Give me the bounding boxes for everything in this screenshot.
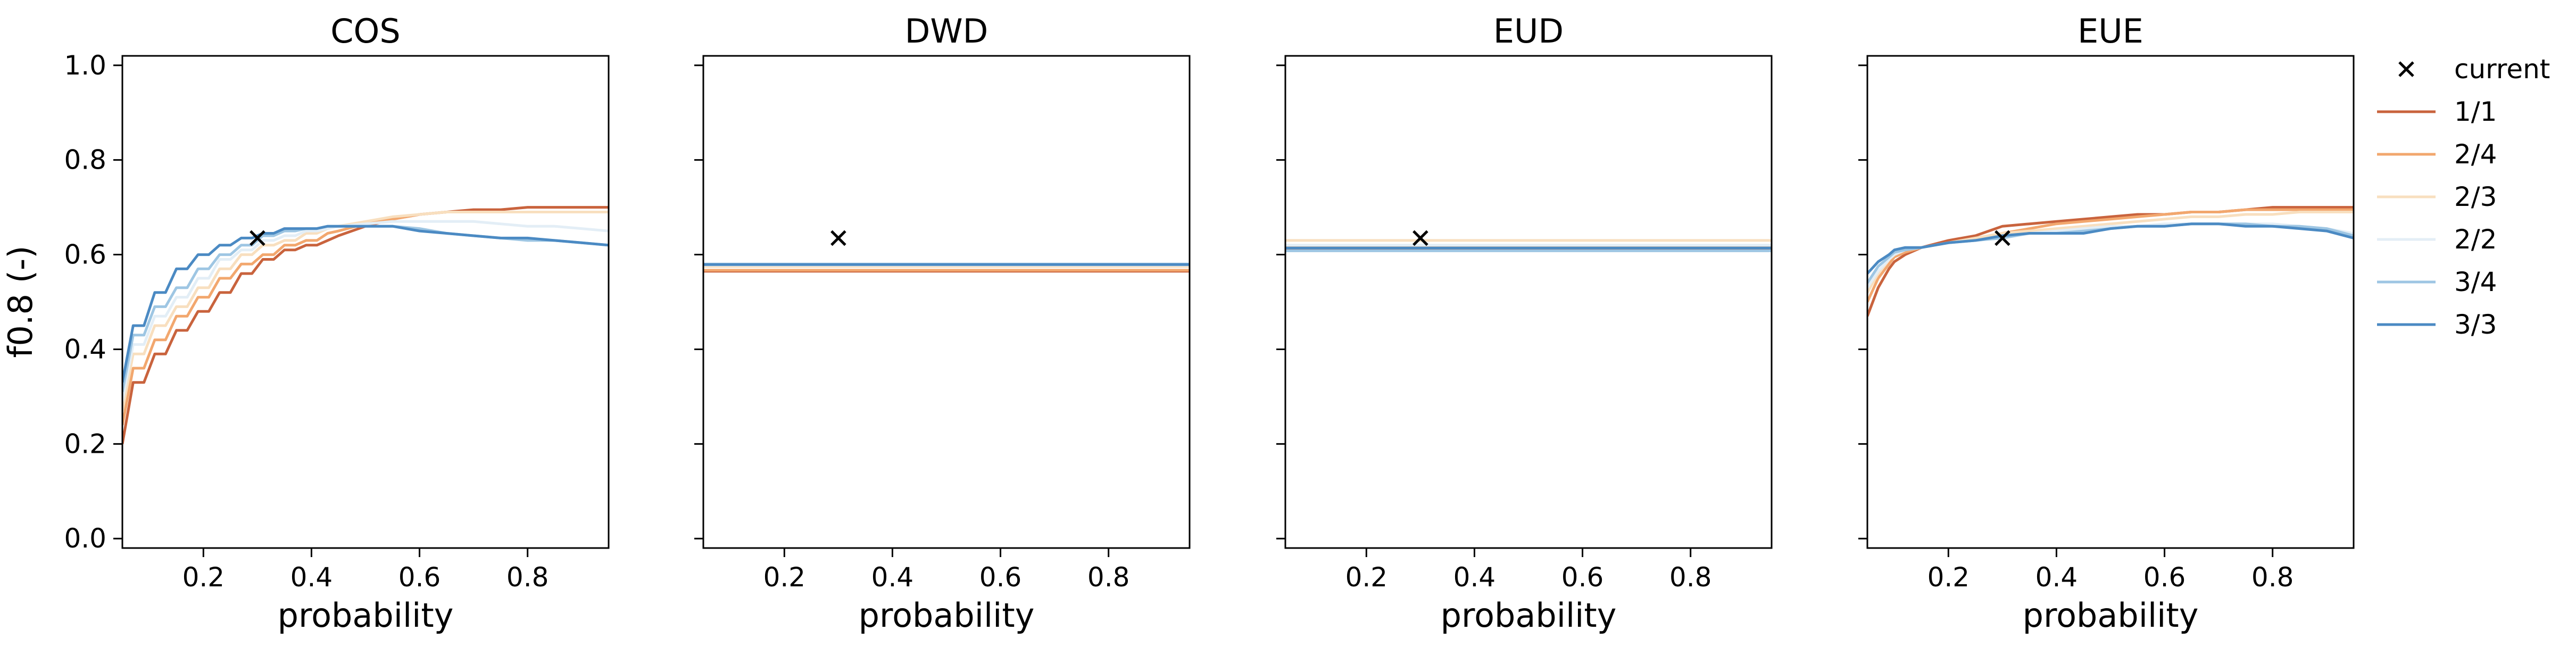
legend-label-3-4: 3/4 [2454, 267, 2497, 297]
current-marker-eue [1995, 230, 2010, 246]
series-line-eue-2-4 [1867, 208, 2354, 303]
plot-frame-eue [1866, 55, 2355, 549]
legend-entry-2-3: 2/3 [2377, 181, 2497, 212]
panel-title-eud: EUD [1493, 12, 1564, 51]
legend-label-2-4: 2/4 [2454, 139, 2497, 170]
x-tick-label-eud-2: 0.6 [1561, 562, 1604, 593]
legend-label-2-3: 2/3 [2454, 181, 2497, 212]
x-tick-label-eud-3: 0.8 [1669, 562, 1712, 593]
panel-cos: COS 0.2 0.4 0.6 0.8 probability 0.0 0.2 0.4 0.6 0.… [64, 12, 610, 635]
x-tick-label-cos-3: 0.8 [506, 562, 549, 593]
x-tick-label-eud-1: 0.4 [1453, 562, 1496, 593]
x-axis-label-dwd: probability [859, 596, 1035, 635]
current-marker-cos [250, 230, 265, 246]
plot-frame-cos [121, 55, 610, 549]
legend-label-1-1: 1/1 [2454, 96, 2497, 127]
panel-title-eue: EUE [2078, 12, 2143, 51]
plot-frame-dwd [702, 55, 1191, 549]
legend-label-current: current [2454, 54, 2550, 85]
series-group-eud [1285, 239, 1772, 252]
x-tick-label-eud-0: 0.2 [1345, 562, 1388, 593]
x-tick-label-eue-2: 0.6 [2143, 562, 2186, 593]
current-marker-dwd [830, 230, 846, 246]
plot-frame-eud [1284, 55, 1773, 549]
series-group-dwd [703, 262, 1190, 273]
x-tick-label-dwd-2: 0.6 [979, 562, 1022, 593]
x-tick-label-eue-3: 0.8 [2251, 562, 2294, 593]
x-tick-label-cos-1: 0.4 [290, 562, 333, 593]
x-tick-label-eue-1: 0.4 [2035, 562, 2078, 593]
legend: current 1/1 2/4 2/3 2/2 3/4 3/3 [2377, 54, 2550, 340]
legend-entry-current: current [2398, 54, 2550, 85]
series-group-cos [122, 206, 609, 444]
x-tick-label-cos-2: 0.6 [398, 562, 441, 593]
panel-title-dwd: DWD [905, 12, 988, 51]
series-line-cos-2-3 [122, 211, 609, 411]
x-tick-label-dwd-3: 0.8 [1087, 562, 1130, 593]
y-tick-label-3: 0.6 [64, 239, 106, 270]
x-axis-label-cos: probability [278, 596, 454, 635]
legend-label-2-2: 2/2 [2454, 224, 2497, 255]
legend-entry-2-2: 2/2 [2377, 224, 2497, 255]
legend-entry-3-4: 3/4 [2377, 267, 2497, 297]
series-line-cos-1-1 [122, 206, 609, 444]
panels: COS 0.2 0.4 0.6 0.8 probability 0.0 0.2 0.4 0.6 0.… [64, 12, 2355, 635]
panel-dwd: DWD 0.2 0.4 0.6 0.8 probability [694, 12, 1191, 635]
x-axis-label-eue: probability [2023, 596, 2199, 635]
legend-label-3-3: 3/3 [2454, 309, 2497, 340]
legend-marker-current [2398, 61, 2414, 77]
series-line-cos-3-3 [122, 225, 609, 383]
y-tick-label-5: 1.0 [64, 50, 106, 81]
y-tick-label-4: 0.8 [64, 145, 106, 176]
x-tick-label-cos-0: 0.2 [182, 562, 225, 593]
x-tick-label-dwd-0: 0.2 [763, 562, 806, 593]
y-axis-label: f0.8 (-) [1, 246, 40, 358]
current-marker-eud [1412, 230, 1428, 246]
panel-eue: EUE 0.2 0.4 0.6 0.8 probability [1858, 12, 2355, 635]
x-tick-label-eue-0: 0.2 [1927, 562, 1970, 593]
y-tick-label-1: 0.2 [64, 428, 106, 459]
legend-entry-3-3: 3/3 [2377, 309, 2497, 340]
y-tick-label-2: 0.4 [64, 334, 106, 364]
legend-entry-2-4: 2/4 [2377, 139, 2497, 170]
panel-title-cos: COS [330, 12, 400, 51]
x-axis-label-eud: probability [1441, 596, 1617, 635]
y-tick-label-0: 0.0 [64, 523, 106, 554]
series-line-cos-2-2 [122, 220, 609, 402]
x-tick-label-dwd-1: 0.4 [871, 562, 914, 593]
series-group-eue [1867, 206, 2354, 317]
series-line-eue-3-3 [1867, 222, 2354, 275]
panel-eud: EUD 0.2 0.4 0.6 0.8 probability [1276, 12, 1773, 635]
legend-entry-1-1: 1/1 [2377, 96, 2497, 127]
